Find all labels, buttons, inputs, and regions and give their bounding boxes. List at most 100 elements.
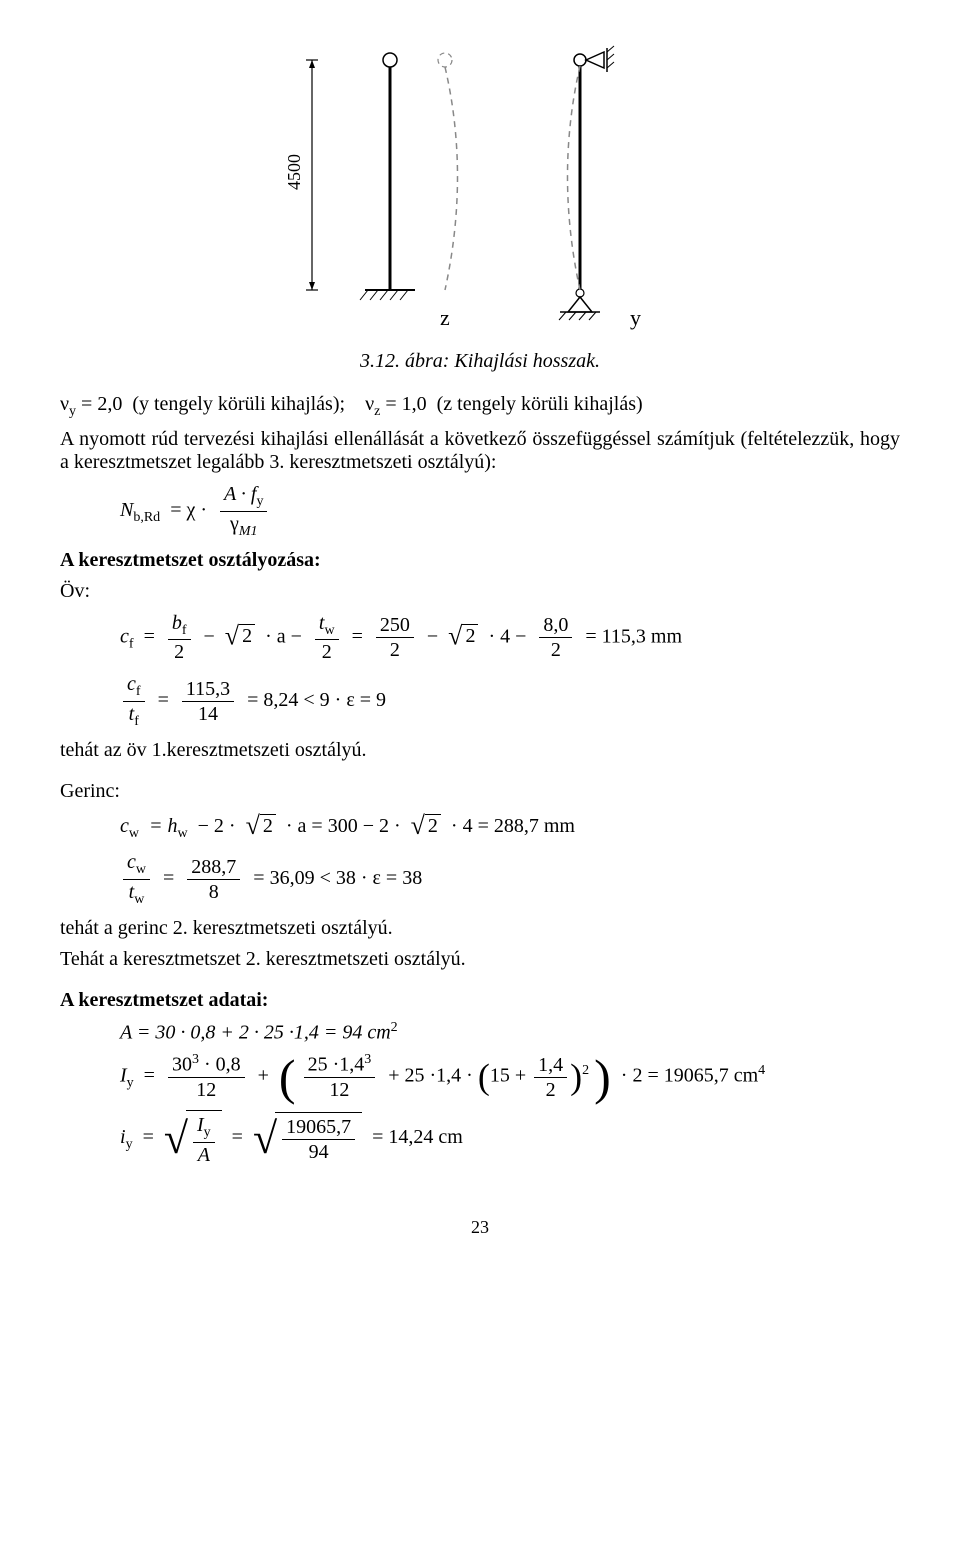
gerinc-result-1: tehát a gerinc 2. keresztmetszeti osztál… [60,917,900,940]
iys-eq2: = [232,1126,243,1148]
cf-equation: cf = bf 2 − √2 · a − tw 2 = 250 2 − √2 ·… [120,611,900,665]
cf-tf-ratio: cf tf = 115,3 14 = 8,24 < 9 · ε = 9 [120,672,900,731]
adatai-heading: A keresztmetszet adatai: [60,989,900,1012]
cftf-den: 14 [182,702,234,726]
cf-minus2: − [427,625,438,647]
iy-t2s: 3 [364,1052,371,1067]
iys-y: y [126,1137,133,1152]
page-number: 23 [60,1217,900,1238]
iy-t3sup: 2 [582,1063,589,1078]
cftf-eq: = [158,689,169,711]
cwtw-eq: = [163,867,174,889]
iy-res: · 2 = 19065,7 cm [621,1065,758,1087]
cf-4: · 4 − [488,625,526,647]
iy-t1d: 12 [168,1078,245,1102]
cw-sqrt2: 2 [425,814,441,838]
nbrd-den-sub: M1 [239,524,258,539]
cwtw-den: 8 [187,880,240,904]
cftf-num: 115,3 [182,677,234,702]
cftf-c: c [127,673,136,695]
nbrd-N: N [120,499,133,521]
cf-sqrt1: 2 [239,624,255,648]
cf-eq1: = [144,625,155,647]
iy-t3: + 25 ·1,4 · [388,1065,473,1087]
cw-h: = h [149,815,178,837]
iy-t3fd: 2 [534,1078,567,1102]
iys-result: = 14,24 cm [372,1126,463,1148]
nu-z-val: = 1,0 [385,393,426,415]
nbrd-chi: = χ · [170,499,207,521]
nu-y-val: = 2,0 [81,393,122,415]
nbrd-equation: Nb,Rd = χ · A · fy γM1 [120,482,900,541]
cw-hw: w [178,826,188,841]
nu-z-sub: z [374,404,380,419]
nu-y-note: (y tengely körüli kihajlás); [132,393,345,415]
cf-tw-sub: w [324,623,334,638]
nbrd-sub: b,Rd [133,510,160,525]
iy-t1m: · 0,8 [199,1054,241,1076]
iys-A: A [193,1143,215,1167]
y-axis-label: y [630,305,641,330]
cf-den2a: 2 [168,640,191,664]
cw-a: · a = 300 − 2 · [286,815,401,837]
iy-equation: Iy = 303 · 0,8 12 + ( 25 ·1,43 12 + 25 ·… [120,1052,900,1102]
cf-den2b: 2 [315,640,339,664]
cwtw-cw: w [136,862,146,877]
cf-250: 250 [376,613,414,638]
cw-tw-ratio: cw tw = 288,7 8 = 36,09 < 38 · ε = 38 [120,850,900,909]
iys-vn: 19065,7 [282,1115,355,1140]
section-class-heading: A keresztmetszet osztályozása: [60,549,900,572]
cftf-result: = 8,24 < 9 · ε = 9 [247,689,386,711]
cw-c: c [120,815,129,837]
nu-line: νy = 2,0 (y tengely körüli kihajlás); νz… [60,393,900,420]
iy-eq: = [144,1065,155,1087]
iy-I: I [120,1065,127,1087]
buckling-diagram-svg: 4500 z y [270,40,690,340]
area-text: A = 30 · 0,8 + 2 · 25 ·1,4 = 94 cm [120,1021,391,1043]
cw-res: · 4 = 288,7 mm [451,815,575,837]
cf-minus1: − [204,625,215,647]
iy-t3in: 15 + [490,1065,526,1087]
nu-y-sym: ν [60,393,69,415]
cf-bf: b [172,612,182,634]
intro-paragraph: A nyomott rúd tervezési kihajlási ellená… [60,428,900,474]
cf-den2c: 2 [376,638,414,662]
cf-result: = 115,3 mm [585,625,682,647]
cwtw-tw: w [134,892,144,907]
dim-4500: 4500 [284,154,304,190]
iy-plus: + [258,1065,269,1087]
cwtw-result: = 36,09 < 38 · ε = 38 [253,867,422,889]
z-axis-label: z [440,305,450,330]
cw-sqrt1: 2 [260,814,276,838]
gerinc-label: Gerinc: [60,780,900,803]
cf-eq2: = [352,625,363,647]
cf-den2d: 2 [539,638,572,662]
cf-bf-sub: f [182,623,187,638]
iy-y: y [127,1076,134,1091]
iy-small-equation: iy = √ Iy A = √ 19065,7 94 = 14,24 cm [120,1110,900,1167]
ov-label: Öv: [60,580,900,603]
nbrd-den: γ [230,513,239,535]
iys-Iy: y [204,1125,211,1140]
cf-a: · a − [265,625,302,647]
area-equation: A = 30 · 0,8 + 2 · 25 ·1,4 = 94 cm2 [120,1020,900,1045]
nu-z-note: (z tengely körüli kihajlás) [437,393,643,415]
cftf-cf: f [136,684,141,699]
area-sup: 2 [391,1020,398,1035]
nu-z-sym: ν [365,393,374,415]
cwtw-num: 288,7 [187,855,240,880]
cf-f: f [129,636,134,651]
cftf-tf: f [134,714,139,729]
cw-w: w [129,826,139,841]
cwtw-c: c [127,851,136,873]
cf-c: c [120,625,129,647]
gerinc-result-2: Tehát a keresztmetszet 2. keresztmetszet… [60,948,900,971]
iy-res-sup: 4 [758,1063,765,1078]
iy-t1s: 3 [192,1052,199,1067]
iys-vd: 94 [282,1140,355,1164]
nbrd-num-sub: y [256,494,263,509]
nbrd-num: A · f [224,483,256,505]
cw-minus: − 2 · [198,815,236,837]
iy-t3fn: 1,4 [534,1053,567,1078]
iy-t2d: 12 [304,1078,376,1102]
